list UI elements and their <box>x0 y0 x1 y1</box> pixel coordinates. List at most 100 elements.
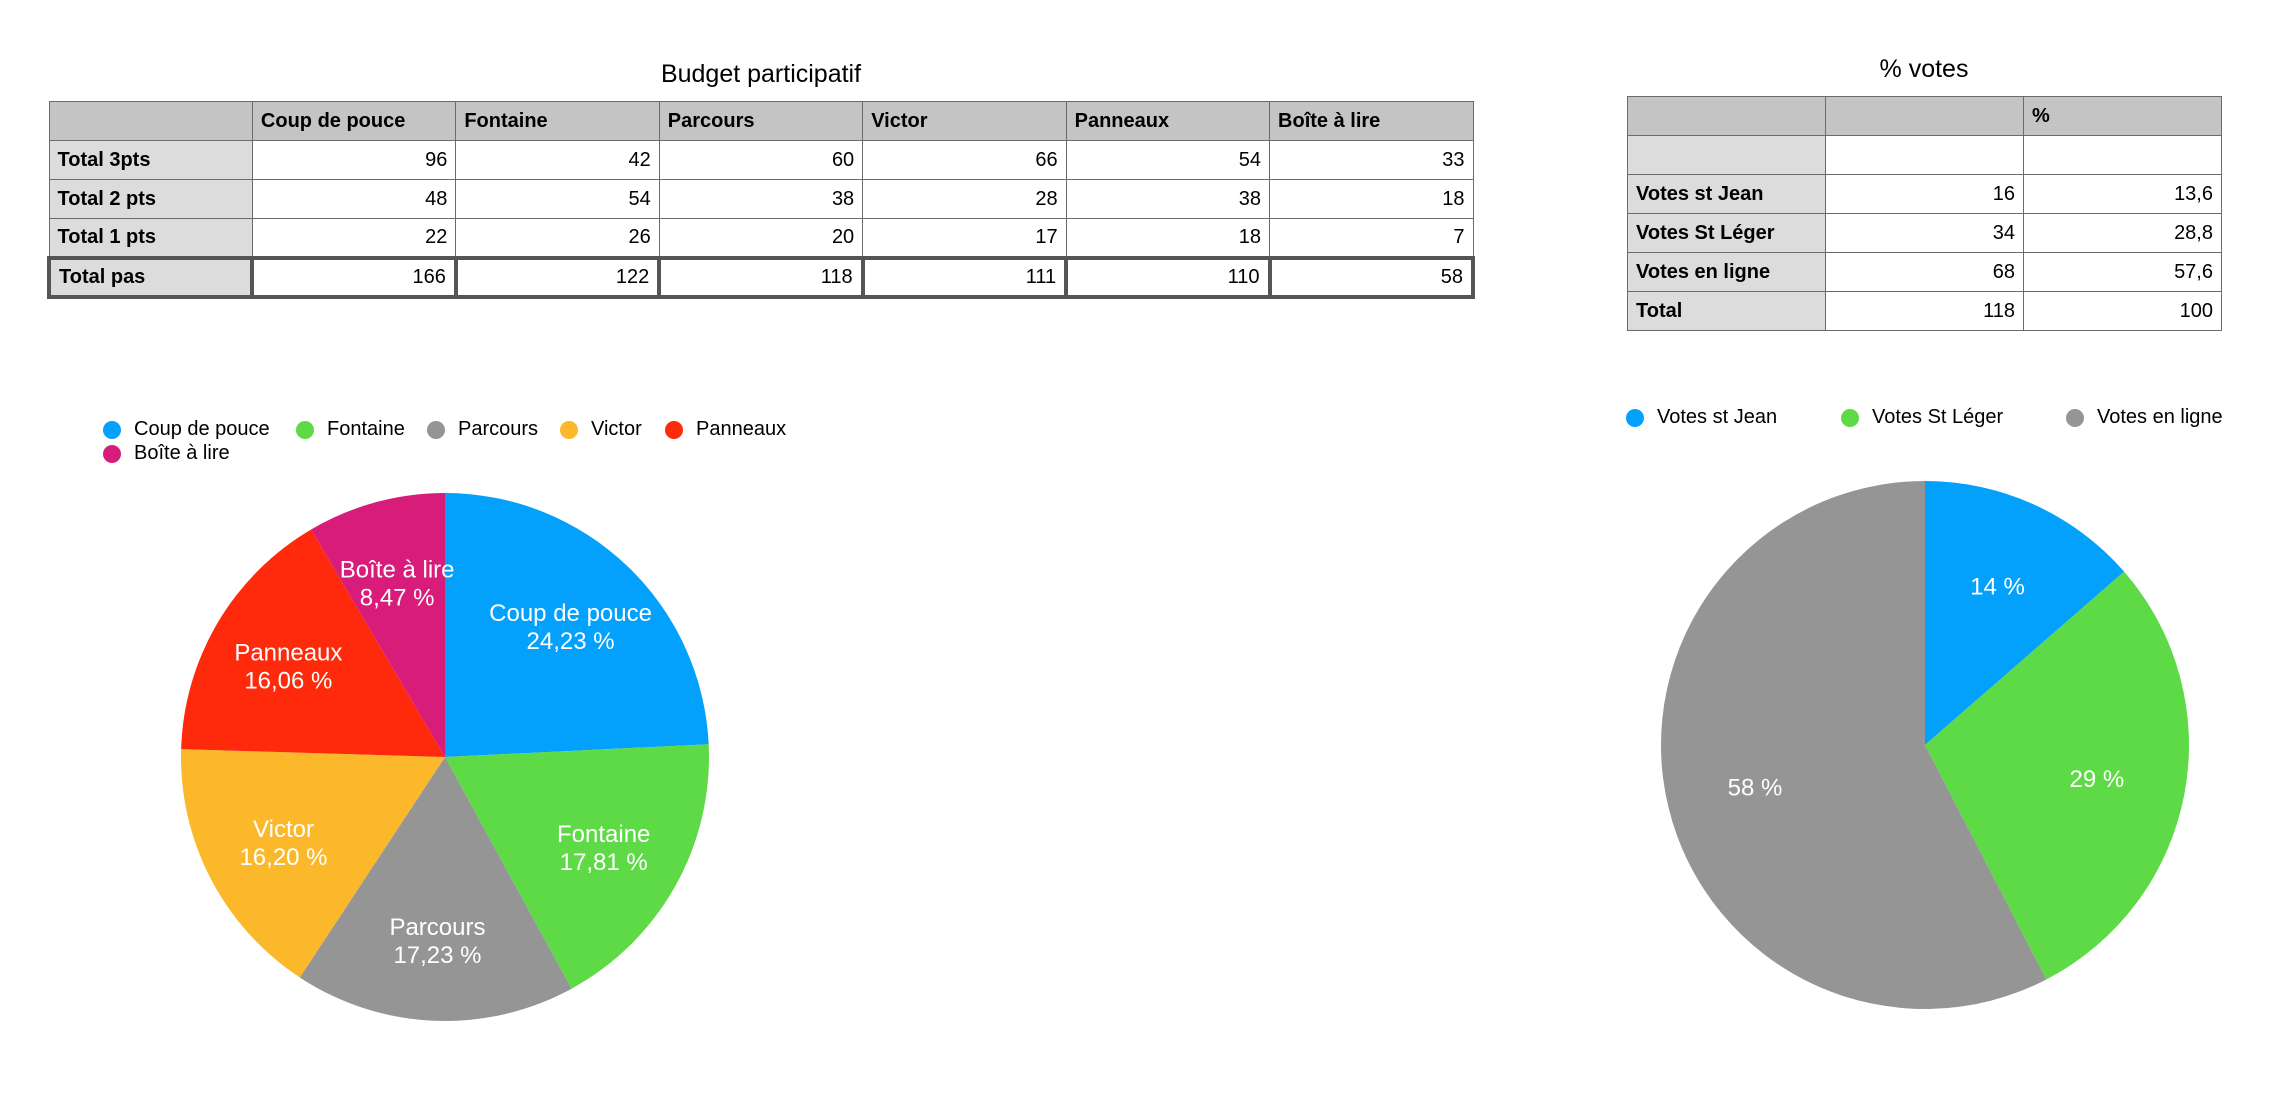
table-cell: 18 <box>1065 218 1271 258</box>
pie-slice <box>181 529 445 757</box>
table-cell: 48 <box>251 179 457 219</box>
row-header: Total 1 pts <box>48 218 253 258</box>
legend-item: Fontaine <box>296 418 405 441</box>
table-row: Total pas 166 122 118 111 110 58 <box>46 255 1476 299</box>
legend-label: Victor <box>591 418 642 440</box>
slice-category-label: Boîte à lire <box>340 556 455 583</box>
table-cell: 28 <box>862 179 1067 219</box>
table-cell: 28,8 <box>2023 213 2222 253</box>
row-header: Total 2 pts <box>48 179 253 219</box>
table-row: Total 2 pts 48 54 38 28 38 18 <box>48 179 1474 219</box>
legend-label: Fontaine <box>327 418 405 440</box>
slice-category-label: Panneaux <box>234 639 342 666</box>
legend-item: Coup de pouce <box>103 418 270 441</box>
column-header: Coup de pouce <box>251 101 457 141</box>
table-cell: 96 <box>251 140 457 180</box>
legend-item: Votes en ligne <box>2066 406 2223 429</box>
table-row: Votes St Léger 34 28,8 <box>1627 213 2222 253</box>
legend-item: Boîte à lire <box>103 442 230 465</box>
table-cell: 111 <box>860 255 1069 299</box>
table-row: Total 1 pts 22 26 20 17 18 7 <box>48 218 1474 258</box>
table-cell: 118 <box>1825 291 2024 331</box>
legend-swatch <box>103 420 121 439</box>
slice-category-label: Coup de pouce <box>489 600 652 627</box>
row-header <box>1627 135 1826 175</box>
table-cell <box>2023 135 2222 175</box>
legend-swatch <box>296 420 314 439</box>
table-cell: 54 <box>1065 140 1271 180</box>
legend-label: Coup de pouce <box>134 418 270 440</box>
slice-percent-label: 14 % <box>1970 574 2025 601</box>
slice-percent-label: 17,23 % <box>393 942 481 969</box>
legend-item: Panneaux <box>665 418 786 441</box>
table-cell: 60 <box>658 140 864 180</box>
slice-percent-label: 58 % <box>1728 774 1783 801</box>
legend-item: Victor <box>560 418 642 441</box>
column-header: Parcours <box>658 101 864 141</box>
pie-slice <box>1925 481 2125 745</box>
legend-swatch <box>427 420 445 439</box>
table-cell: 57,6 <box>2023 252 2222 292</box>
column-header <box>1825 96 2024 136</box>
pie-slice <box>299 757 572 1022</box>
row-header: Total pas <box>46 255 255 299</box>
table-cell: 38 <box>658 179 864 219</box>
table-cell: 42 <box>455 140 660 180</box>
slice-percent-label: 16,06 % <box>244 667 332 694</box>
table-cell: 54 <box>455 179 660 219</box>
slice-category-label: Fontaine <box>557 821 650 848</box>
table-row: Total 3pts 96 42 60 66 54 33 <box>48 140 1474 180</box>
legend-item: Votes st Jean <box>1626 406 1777 429</box>
table-cell: 13,6 <box>2023 174 2222 214</box>
table-row: Votes st Jean 16 13,6 <box>1627 174 2222 214</box>
pie-slice <box>445 744 709 989</box>
slice-category-label: Parcours <box>389 914 485 941</box>
column-header: % <box>2023 96 2222 136</box>
legend-label: Votes en ligne <box>2097 406 2223 428</box>
table-cell: 20 <box>658 218 864 258</box>
votes-table: % Votes st Jean 16 13,6 Votes St Léger 34 28,8… <box>1627 96 2222 331</box>
row-header: Votes St Léger <box>1627 213 1826 253</box>
table-cell: 118 <box>657 255 865 299</box>
table-cell: 58 <box>1267 255 1476 299</box>
legend-swatch <box>1841 408 1859 427</box>
legend-label: Panneaux <box>696 418 787 440</box>
pie-slice <box>1661 481 2047 1010</box>
slice-percent-label: 17,81 % <box>560 849 648 876</box>
table-row: Total 118 100 <box>1627 291 2222 331</box>
row-header: Votes st Jean <box>1627 174 1826 214</box>
legend-label: Votes st Jean <box>1657 406 1778 428</box>
table-cell: 166 <box>250 255 458 299</box>
table-cell: 22 <box>251 218 457 258</box>
table-cell: 26 <box>455 218 660 258</box>
column-header: Boîte à lire <box>1269 101 1474 141</box>
legend-label: Parcours <box>458 418 539 440</box>
row-header: Total <box>1627 291 1826 331</box>
table-cell: 16 <box>1825 174 2024 214</box>
column-header: Fontaine <box>455 101 660 141</box>
column-header <box>48 101 253 141</box>
column-header: Panneaux <box>1065 101 1271 141</box>
pie-slice <box>181 749 446 978</box>
slice-category-label: Victor <box>253 816 314 843</box>
legend-item: Votes St Léger <box>1841 406 2003 429</box>
table-cell: 38 <box>1065 179 1271 219</box>
row-header: Votes en ligne <box>1627 252 1826 292</box>
table-cell: 17 <box>862 218 1067 258</box>
table-header-row: % <box>1627 96 2222 136</box>
pie-slice <box>311 493 445 757</box>
legend-label: Boîte à lire <box>134 442 230 464</box>
legend-swatch <box>1626 408 1644 427</box>
legend-item: Parcours <box>427 418 538 441</box>
column-header: Victor <box>862 101 1067 141</box>
legend-swatch <box>665 420 683 439</box>
legend-swatch <box>103 444 121 463</box>
table-header-row: Coup de pouce Fontaine Parcours Victor Panne… <box>48 101 1474 141</box>
table-cell: 7 <box>1269 218 1474 258</box>
legend-swatch <box>560 420 578 439</box>
slice-percent-label: 8,47 % <box>360 584 435 611</box>
table-cell: 33 <box>1269 140 1474 180</box>
table-cell: 110 <box>1064 255 1272 299</box>
column-header <box>1627 96 1826 136</box>
